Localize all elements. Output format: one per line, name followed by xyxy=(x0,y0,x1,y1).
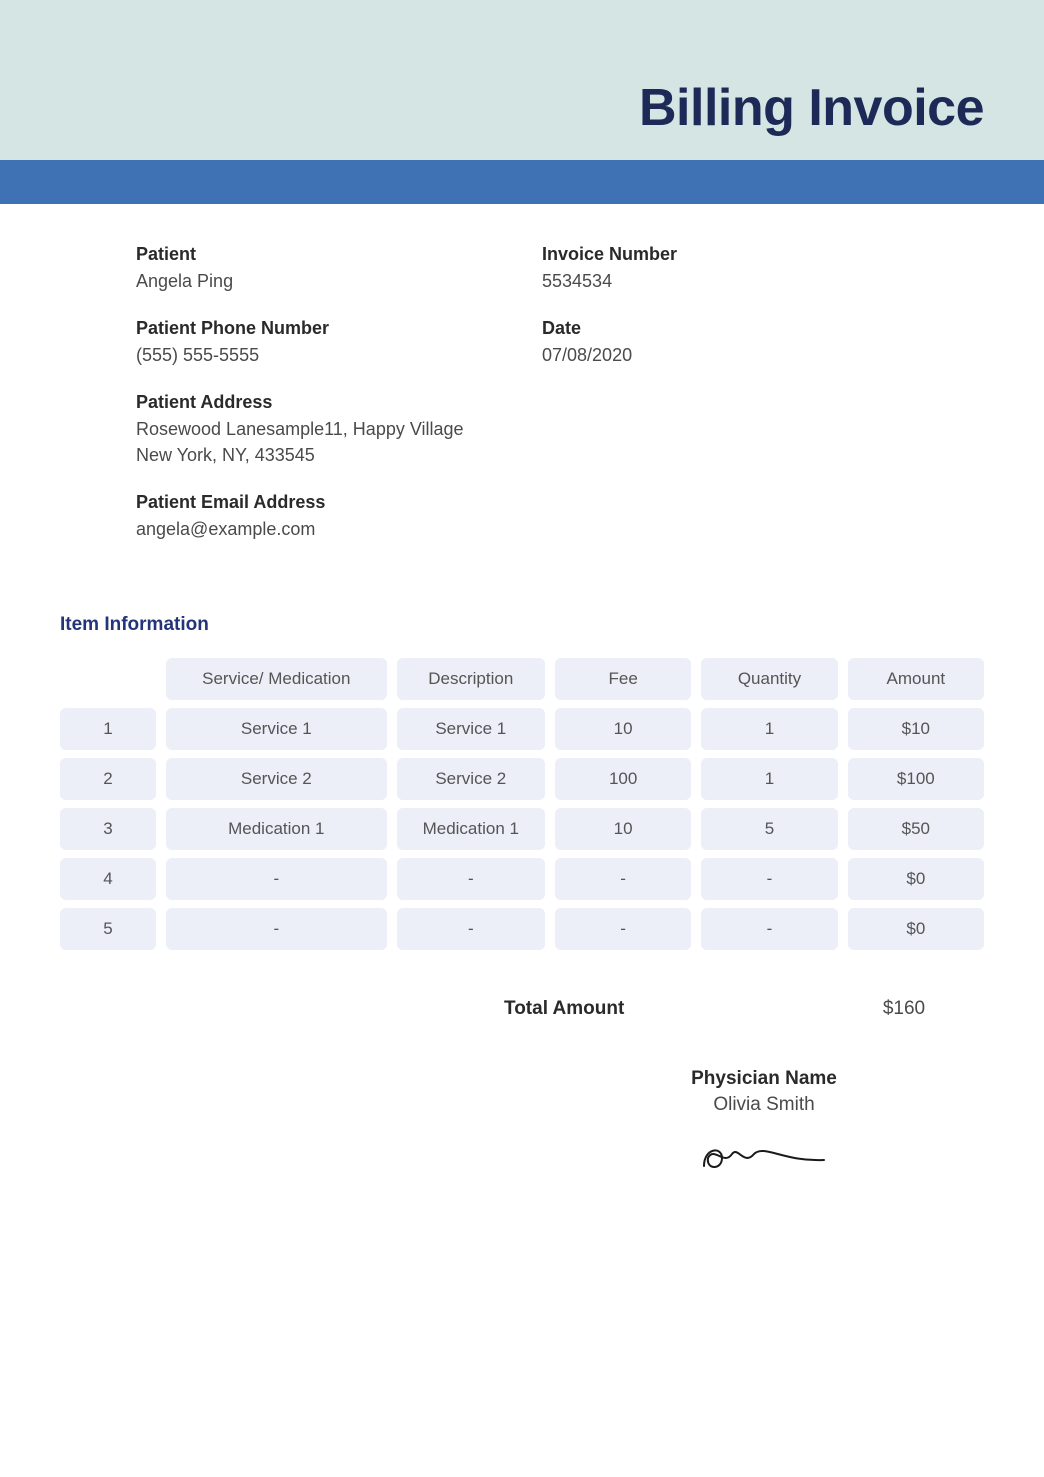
patient-address-label: Patient Address xyxy=(136,392,502,413)
row-quantity: 1 xyxy=(701,758,837,800)
col-header-fee: Fee xyxy=(555,658,691,700)
row-fee: 10 xyxy=(555,708,691,750)
row-quantity: - xyxy=(701,908,837,950)
table-row: 1 Service 1 Service 1 10 1 $10 xyxy=(60,708,984,750)
row-num: 5 xyxy=(60,908,156,950)
col-header-quantity: Quantity xyxy=(701,658,837,700)
row-num: 1 xyxy=(60,708,156,750)
patient-email-block: Patient Email Address angela@example.com xyxy=(136,492,502,542)
patient-address-block: Patient Address Rosewood Lanesample11, H… xyxy=(136,392,502,467)
patient-email-label: Patient Email Address xyxy=(136,492,502,513)
row-num: 2 xyxy=(60,758,156,800)
signature-icon xyxy=(604,1136,924,1176)
table-row: 3 Medication 1 Medication 1 10 5 $50 xyxy=(60,808,984,850)
header-top: Billing Invoice xyxy=(0,0,1044,160)
patient-address-line2: New York, NY, 433545 xyxy=(136,443,502,468)
row-description: - xyxy=(397,858,545,900)
patient-column: Patient Angela Ping Patient Phone Number… xyxy=(136,244,502,566)
total-label: Total Amount xyxy=(504,998,624,1020)
row-quantity: 1 xyxy=(701,708,837,750)
patient-phone-value: (555) 555-5555 xyxy=(136,343,502,368)
invoice-column: Invoice Number 5534534 Date 07/08/2020 xyxy=(542,244,908,566)
patient-email-value: angela@example.com xyxy=(136,517,502,542)
row-amount: $50 xyxy=(848,808,984,850)
total-area: Total Amount $160 xyxy=(504,998,984,1020)
table-row: 5 - - - - $0 xyxy=(60,908,984,950)
patient-name-block: Patient Angela Ping xyxy=(136,244,502,294)
physician-label: Physician Name xyxy=(604,1068,924,1090)
invoice-number-value: 5534534 xyxy=(542,269,908,294)
row-fee: - xyxy=(555,908,691,950)
table-row: 2 Service 2 Service 2 100 1 $100 xyxy=(60,758,984,800)
table-header-blank xyxy=(60,658,156,700)
invoice-date-value: 07/08/2020 xyxy=(542,343,908,368)
table-row: 4 - - - - $0 xyxy=(60,858,984,900)
row-num: 4 xyxy=(60,858,156,900)
patient-address-line1: Rosewood Lanesample11, Happy Village xyxy=(136,417,502,442)
row-description: Medication 1 xyxy=(397,808,545,850)
page-title: Billing Invoice xyxy=(639,78,984,160)
total-value: $160 xyxy=(844,998,964,1020)
row-num: 3 xyxy=(60,808,156,850)
info-grid: Patient Angela Ping Patient Phone Number… xyxy=(60,244,984,566)
patient-phone-block: Patient Phone Number (555) 555-5555 xyxy=(136,318,502,368)
row-service: Service 1 xyxy=(166,708,387,750)
row-service: Medication 1 xyxy=(166,808,387,850)
row-description: Service 2 xyxy=(397,758,545,800)
row-amount: $0 xyxy=(848,858,984,900)
row-amount: $10 xyxy=(848,708,984,750)
row-fee: 10 xyxy=(555,808,691,850)
row-quantity: 5 xyxy=(701,808,837,850)
invoice-page: Billing Invoice Patient Angela Ping Pati… xyxy=(0,0,1044,1477)
row-amount: $0 xyxy=(848,908,984,950)
physician-name: Olivia Smith xyxy=(604,1094,924,1116)
content-area: Patient Angela Ping Patient Phone Number… xyxy=(0,204,1044,1216)
items-section-title: Item Information xyxy=(60,614,984,636)
row-fee: - xyxy=(555,858,691,900)
total-row: Total Amount $160 xyxy=(60,998,984,1020)
row-service: Service 2 xyxy=(166,758,387,800)
patient-phone-label: Patient Phone Number xyxy=(136,318,502,339)
invoice-number-block: Invoice Number 5534534 xyxy=(542,244,908,294)
table-header-row: Service/ Medication Description Fee Quan… xyxy=(60,658,984,700)
col-header-service: Service/ Medication xyxy=(166,658,387,700)
invoice-date-label: Date xyxy=(542,318,908,339)
row-description: - xyxy=(397,908,545,950)
row-fee: 100 xyxy=(555,758,691,800)
patient-name-value: Angela Ping xyxy=(136,269,502,294)
row-amount: $100 xyxy=(848,758,984,800)
row-service: - xyxy=(166,908,387,950)
header-band xyxy=(0,160,1044,204)
physician-block: Physician Name Olivia Smith xyxy=(604,1068,924,1176)
row-description: Service 1 xyxy=(397,708,545,750)
col-header-amount: Amount xyxy=(848,658,984,700)
patient-name-label: Patient xyxy=(136,244,502,265)
invoice-number-label: Invoice Number xyxy=(542,244,908,265)
col-header-description: Description xyxy=(397,658,545,700)
items-table: Service/ Medication Description Fee Quan… xyxy=(60,658,984,950)
row-service: - xyxy=(166,858,387,900)
row-quantity: - xyxy=(701,858,837,900)
invoice-date-block: Date 07/08/2020 xyxy=(542,318,908,368)
